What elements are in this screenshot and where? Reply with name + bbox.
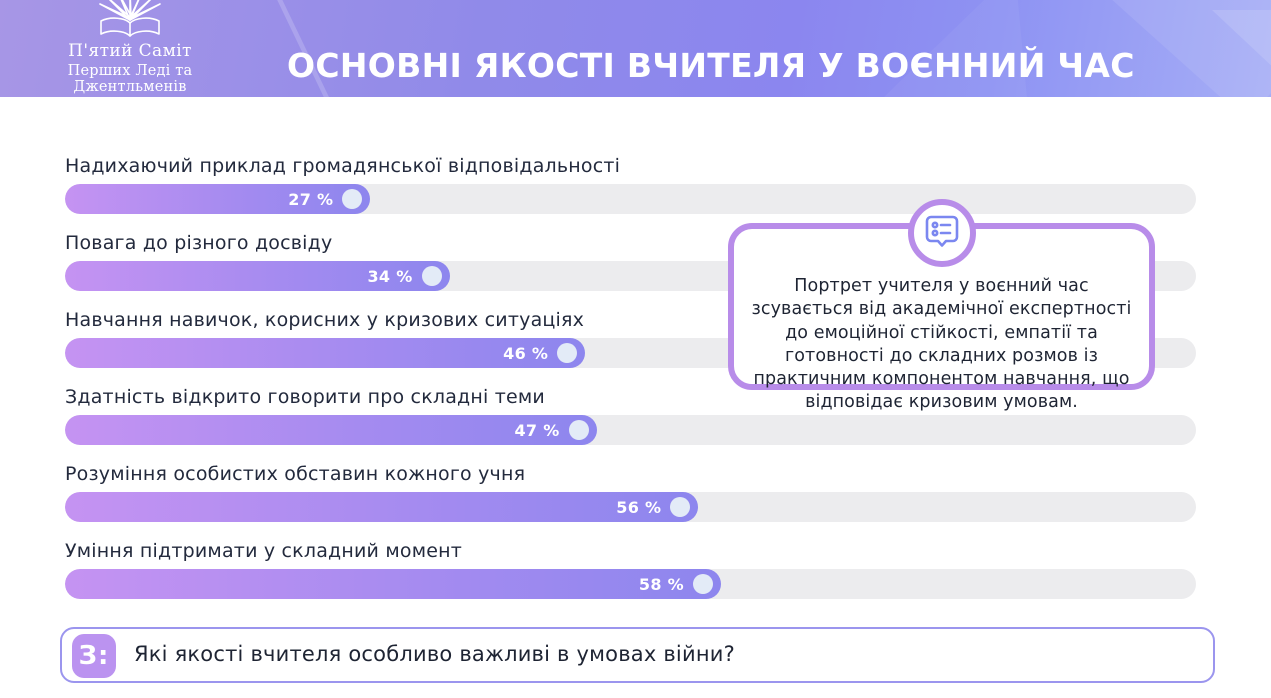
chat-list-icon [922, 211, 962, 255]
bar-value-label: 46 % [503, 343, 549, 363]
bar-group: Здатність відкрито говорити про складні … [65, 386, 1196, 445]
bar-label: Навчання навичок, корисних у кризових си… [65, 309, 585, 331]
bar-label: Розуміння особистих обставин кожного учн… [65, 463, 526, 485]
bar-fill: 34 % [65, 261, 450, 291]
bar-fill: 56 % [65, 492, 699, 522]
callout-icon-badge [907, 199, 976, 267]
bar-fill: 46 % [65, 338, 586, 368]
bar-fill: 27 % [65, 184, 371, 214]
bar-fill: 47 % [65, 415, 597, 445]
bar-track: 58 % [65, 569, 1196, 599]
bar-label: Повага до різного досвіду [65, 232, 333, 254]
survey-question-text: Які якості вчителя особливо важливі в ум… [134, 642, 735, 666]
open-book-rays-icon [20, 0, 240, 40]
page-title: ОСНОВНІ ЯКОСТІ ВЧИТЕЛЯ У ВОЄННИЙ ЧАС [287, 46, 1135, 85]
header-banner: П'ятий Саміт Перших Леді та Джентльменів… [0, 0, 1271, 97]
bar-value-label: 56 % [616, 497, 662, 517]
summit-logo: П'ятий Саміт Перших Леді та Джентльменів [20, 0, 240, 97]
bar-track: 27 % [65, 184, 1196, 214]
bar-track: 47 % [65, 415, 1196, 445]
bar-label: Уміння підтримати у складний момент [65, 540, 463, 562]
bar-group: Надихаючий приклад громадянської відпові… [65, 155, 1196, 214]
logo-subtitle: Перших Леді та Джентльменів [67, 63, 193, 95]
bar-group: Розуміння особистих обставин кожного учн… [65, 463, 1196, 522]
bar-end-dot-icon [692, 574, 713, 594]
bar-end-dot-icon [568, 420, 589, 440]
question-badge: З: [72, 634, 116, 678]
bar-value-label: 27 % [288, 189, 334, 209]
bar-value-label: 34 % [367, 266, 413, 286]
bar-value-label: 58 % [638, 574, 684, 594]
insight-callout: Портрет учителя у воєнний час зсувається… [728, 199, 1155, 412]
logo-title: П'ятий Саміт [68, 41, 192, 61]
bar-label: Надихаючий приклад громадянської відпові… [65, 155, 621, 177]
bar-end-dot-icon [670, 497, 691, 517]
bar-label: Здатність відкрито говорити про складні … [65, 386, 545, 408]
bar-track: 56 % [65, 492, 1196, 522]
bar-group: Уміння підтримати у складний момент 58 % [65, 540, 1196, 599]
bar-fill: 58 % [65, 569, 721, 599]
bar-end-dot-icon [421, 266, 442, 286]
bar-end-dot-icon [342, 189, 363, 209]
insight-text: Портрет учителя у воєнний час зсувається… [751, 276, 1132, 413]
survey-question-box: З: Які якості вчителя особливо важливі в… [60, 627, 1215, 683]
bar-end-dot-icon [557, 343, 578, 363]
bar-value-label: 47 % [514, 420, 560, 440]
